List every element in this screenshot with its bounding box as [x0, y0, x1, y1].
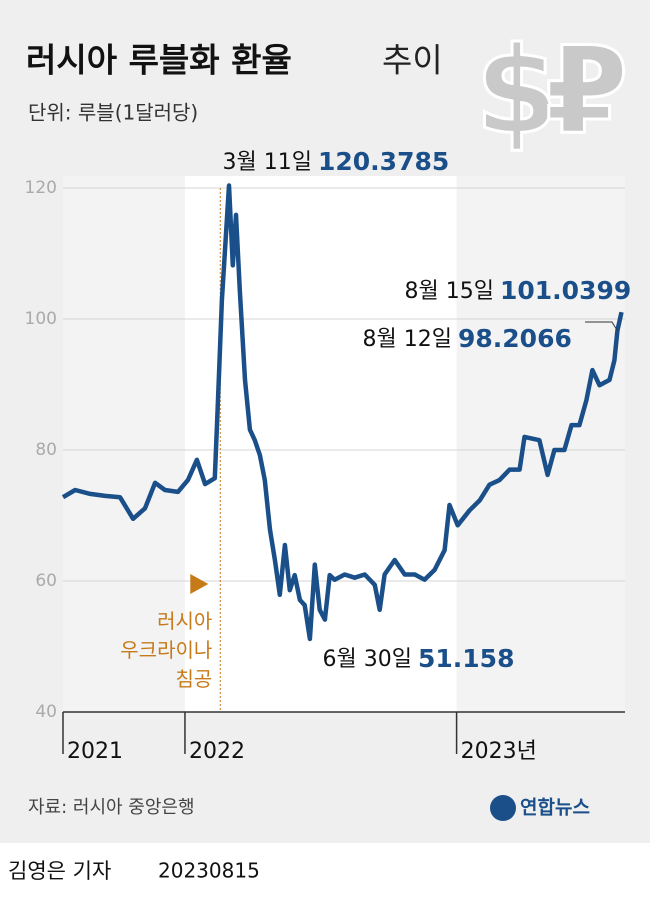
event-label-line: 우크라이나: [120, 638, 212, 662]
x-tick-label: 2022: [189, 739, 245, 764]
annotation-value: 120.3785: [318, 147, 449, 176]
currency-icon: $ ₽: [474, 21, 631, 163]
annotation-label: 8월 15일: [405, 279, 494, 304]
annotation-label: 8월 12일: [363, 327, 452, 352]
source: 자료: 러시아 중앙은행: [28, 797, 195, 818]
subtitle: 단위: 루블(1달러당): [28, 101, 198, 125]
annotation-leader: [585, 321, 618, 332]
event-label-line: 러시아: [157, 609, 212, 633]
chart-title: 러시아 루블화 환율: [26, 41, 292, 80]
y-tick-label: 60: [35, 571, 57, 591]
annotation-value: 101.0399: [500, 276, 631, 305]
date: 20230815: [158, 859, 260, 883]
event-arrow: [190, 574, 209, 594]
logo: 연합뉴스: [520, 797, 590, 819]
chart-title-suffix: 추이: [382, 41, 443, 80]
x-tick-label: 2021: [67, 739, 123, 764]
reporter: 김영은 기자: [8, 859, 111, 883]
y-tick-label: 80: [35, 440, 57, 460]
plot-band: [184, 176, 457, 712]
ruble-icon: ₽: [545, 23, 629, 162]
annotation-label: 3월 11일: [223, 150, 312, 175]
dollar-icon: $: [475, 23, 559, 162]
x-tick-label: 2023년: [461, 739, 537, 764]
y-tick-label: 100: [25, 309, 57, 329]
event-label-line: 침공: [175, 667, 212, 691]
series-line: [61, 183, 624, 642]
annotation-value: 98.2066: [458, 324, 572, 353]
annotation-label: 6월 30일: [323, 647, 412, 672]
annotation-value: 51.158: [418, 644, 514, 673]
y-tick-label: 40: [35, 702, 57, 722]
logo-icon: [490, 795, 516, 821]
y-tick-label: 120: [25, 178, 57, 198]
